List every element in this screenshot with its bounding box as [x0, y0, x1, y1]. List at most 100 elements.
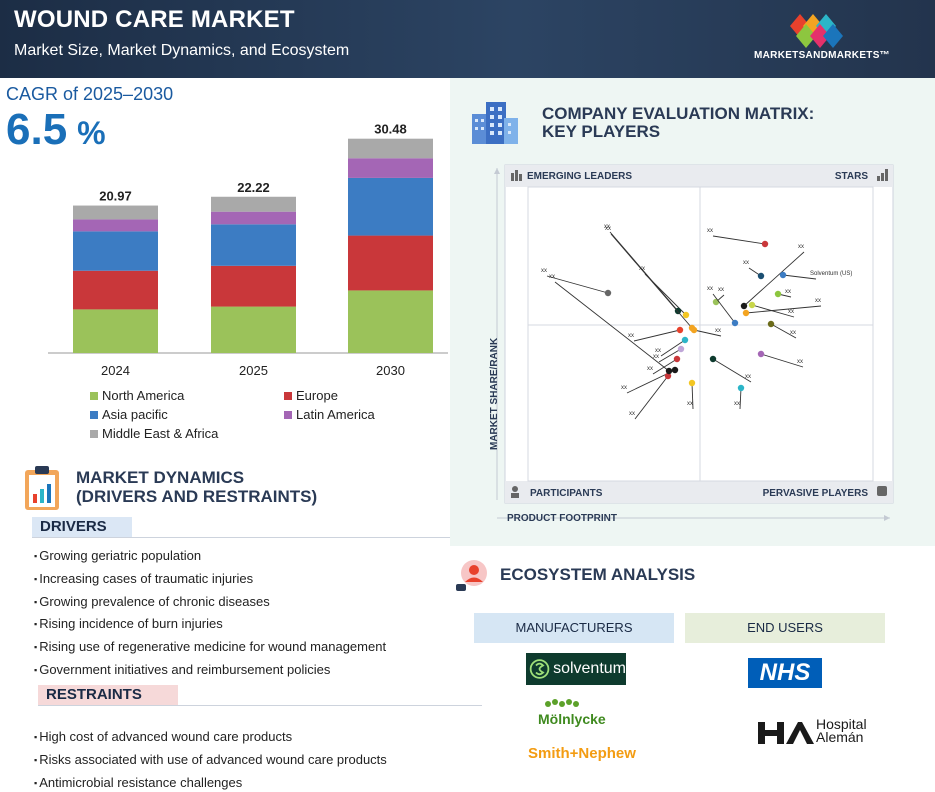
end-users-heading: END USERS: [685, 613, 885, 643]
legend-item-latin-america: Latin America: [284, 407, 375, 422]
matrix-company-point: [767, 320, 775, 328]
driver-item: Growing prevalence of chronic diseases: [34, 594, 270, 609]
matrix-leader-line: [751, 304, 795, 318]
matrix-company-label: xx: [629, 411, 635, 417]
matrix-leader-line: [658, 348, 682, 363]
molnlycke-logo-text: Mölnlycke: [538, 711, 606, 727]
matrix-company-point: [673, 355, 681, 363]
bar-total-label: 20.97: [99, 189, 132, 204]
cagr-value: 6.5%: [6, 105, 106, 155]
matrix-leader-line: [546, 275, 609, 294]
matrix-company-label: xx: [707, 286, 713, 292]
matrix-leader-line: [760, 353, 804, 368]
category-label: 2025: [239, 363, 268, 378]
y-axis-label: MARKET SHARE/RANK: [489, 337, 500, 450]
matrix-points: xxxxxxxxxxxxSolventum (US)xxxxxxxxxxxxxx…: [541, 224, 852, 420]
legend-swatch: [90, 429, 98, 438]
bar-segment-2024-europe: [73, 270, 158, 310]
matrix-company-point: [681, 336, 689, 344]
molnlycke-dots-icon: [545, 699, 579, 707]
bar-segment-2030-middle-east-africa: [348, 138, 433, 159]
bar-segment-2024-asia-pacific: [73, 231, 158, 271]
matrix-company-label: xx: [628, 333, 634, 339]
matrix-company-point: [731, 319, 739, 327]
bar-segment-2025-europe: [211, 265, 296, 307]
matrix-company-label: Solventum (US): [810, 271, 852, 277]
matrix-leader-line: [743, 251, 805, 307]
matrix-company-label: xx: [797, 359, 803, 365]
matrix-leader-line: [712, 293, 736, 324]
smith-nephew-logo: Smith+Nephew: [528, 745, 636, 762]
page-title: WOUND CARE MARKET: [14, 6, 295, 33]
y-axis-arrow: [494, 168, 500, 174]
solventum-logo: solventum: [526, 653, 626, 685]
drivers-divider: [32, 537, 482, 538]
matrix-company-point: [709, 355, 717, 363]
restraints-divider: [38, 705, 482, 706]
matrix-leader-line: [610, 233, 693, 329]
market-size-bar-chart: 20.97 2024 22.22 2025 30.48 2030: [48, 122, 448, 378]
matrix-leader-line: [609, 231, 679, 312]
matrix-company-point: [677, 345, 685, 353]
matrix-company-label: xx: [687, 401, 693, 407]
matrix-company-label: xx: [718, 287, 724, 293]
bar-segment-2025-asia-pacific: [211, 224, 296, 266]
matrix-bottom-band: [505, 481, 893, 503]
matrix-leader-line: [712, 358, 752, 383]
matrix-company-point: [604, 289, 612, 297]
matrix-company-label: xx: [541, 268, 547, 274]
matrix-title-line2: KEY PLAYERS: [542, 122, 661, 141]
matrix-company-point: [757, 272, 765, 280]
category-label: 2024: [101, 363, 130, 378]
matrix-company-point: [748, 301, 756, 309]
bar-segment-2030-asia-pacific: [348, 177, 433, 236]
pervasive-players-icon: [877, 486, 887, 496]
stars-icon: [877, 169, 888, 181]
nhs-logo: NHS: [748, 658, 822, 688]
quadrant-label-emerging-leaders: EMERGING LEADERS: [527, 171, 632, 182]
matrix-leader-line: [634, 375, 669, 420]
matrix-company-label: xx: [745, 374, 751, 380]
restraint-item: High cost of advanced wound care product…: [34, 729, 292, 744]
matrix-top-band: [505, 165, 893, 187]
legend-swatch: [90, 410, 98, 419]
matrix-company-label: xx: [549, 274, 555, 280]
quadrant-label-pervasive-players: PERVASIVE PLAYERS: [763, 488, 869, 499]
legend-swatch: [90, 391, 98, 400]
restraints-heading: RESTRAINTS: [38, 685, 178, 705]
hospital-aleman-logo: Hospital Alemán: [758, 717, 878, 748]
driver-item: Growing geriatric population: [34, 548, 201, 563]
driver-item: Increasing cases of traumatic injuries: [34, 571, 253, 586]
matrix-leader-line: [745, 305, 822, 314]
matrix-company-label: xx: [743, 260, 749, 266]
matrix-company-point: [676, 326, 684, 334]
x-axis-label: PRODUCT FOOTPRINT: [507, 513, 617, 524]
bar-total-label: 22.22: [237, 180, 270, 195]
bar-segment-2024-latin-america: [73, 219, 158, 232]
matrix-company-label: xx: [788, 309, 794, 315]
matrix-company-point: [779, 271, 787, 279]
matrix-company-point: [742, 309, 750, 317]
matrix-company-label: xx: [815, 298, 821, 304]
bar-total-label: 30.48: [374, 122, 407, 137]
legend-item-north-america: North America: [90, 388, 184, 403]
matrix-title: COMPANY EVALUATION MATRIX: KEY PLAYERS: [542, 105, 814, 141]
matrix-leader-line: [554, 281, 670, 372]
matrix-company-point: [761, 240, 769, 248]
cagr-unit: %: [77, 115, 106, 151]
matrix-company-label: xx: [647, 366, 653, 372]
matrix-company-label: xx: [715, 328, 721, 334]
matrix-company-point: [665, 367, 673, 375]
bar-segment-2025-north-america: [211, 306, 296, 353]
driver-item: Rising incidence of burn injuries: [34, 616, 223, 631]
page-subtitle: Market Size, Market Dynamics, and Ecosys…: [14, 42, 350, 59]
solventum-logo-text: solventum: [553, 660, 626, 677]
matrix-company-label: xx: [605, 226, 611, 232]
logo-diamonds-icon: [790, 14, 843, 48]
matrix-company-label: xx: [734, 401, 740, 407]
bar-segment-2030-europe: [348, 235, 433, 291]
legend-swatch: [284, 391, 292, 400]
matrix-leader-line: [660, 339, 686, 357]
x-axis-arrow: [884, 515, 890, 521]
ecosystem-title: ECOSYSTEM ANALYSIS: [500, 565, 696, 584]
